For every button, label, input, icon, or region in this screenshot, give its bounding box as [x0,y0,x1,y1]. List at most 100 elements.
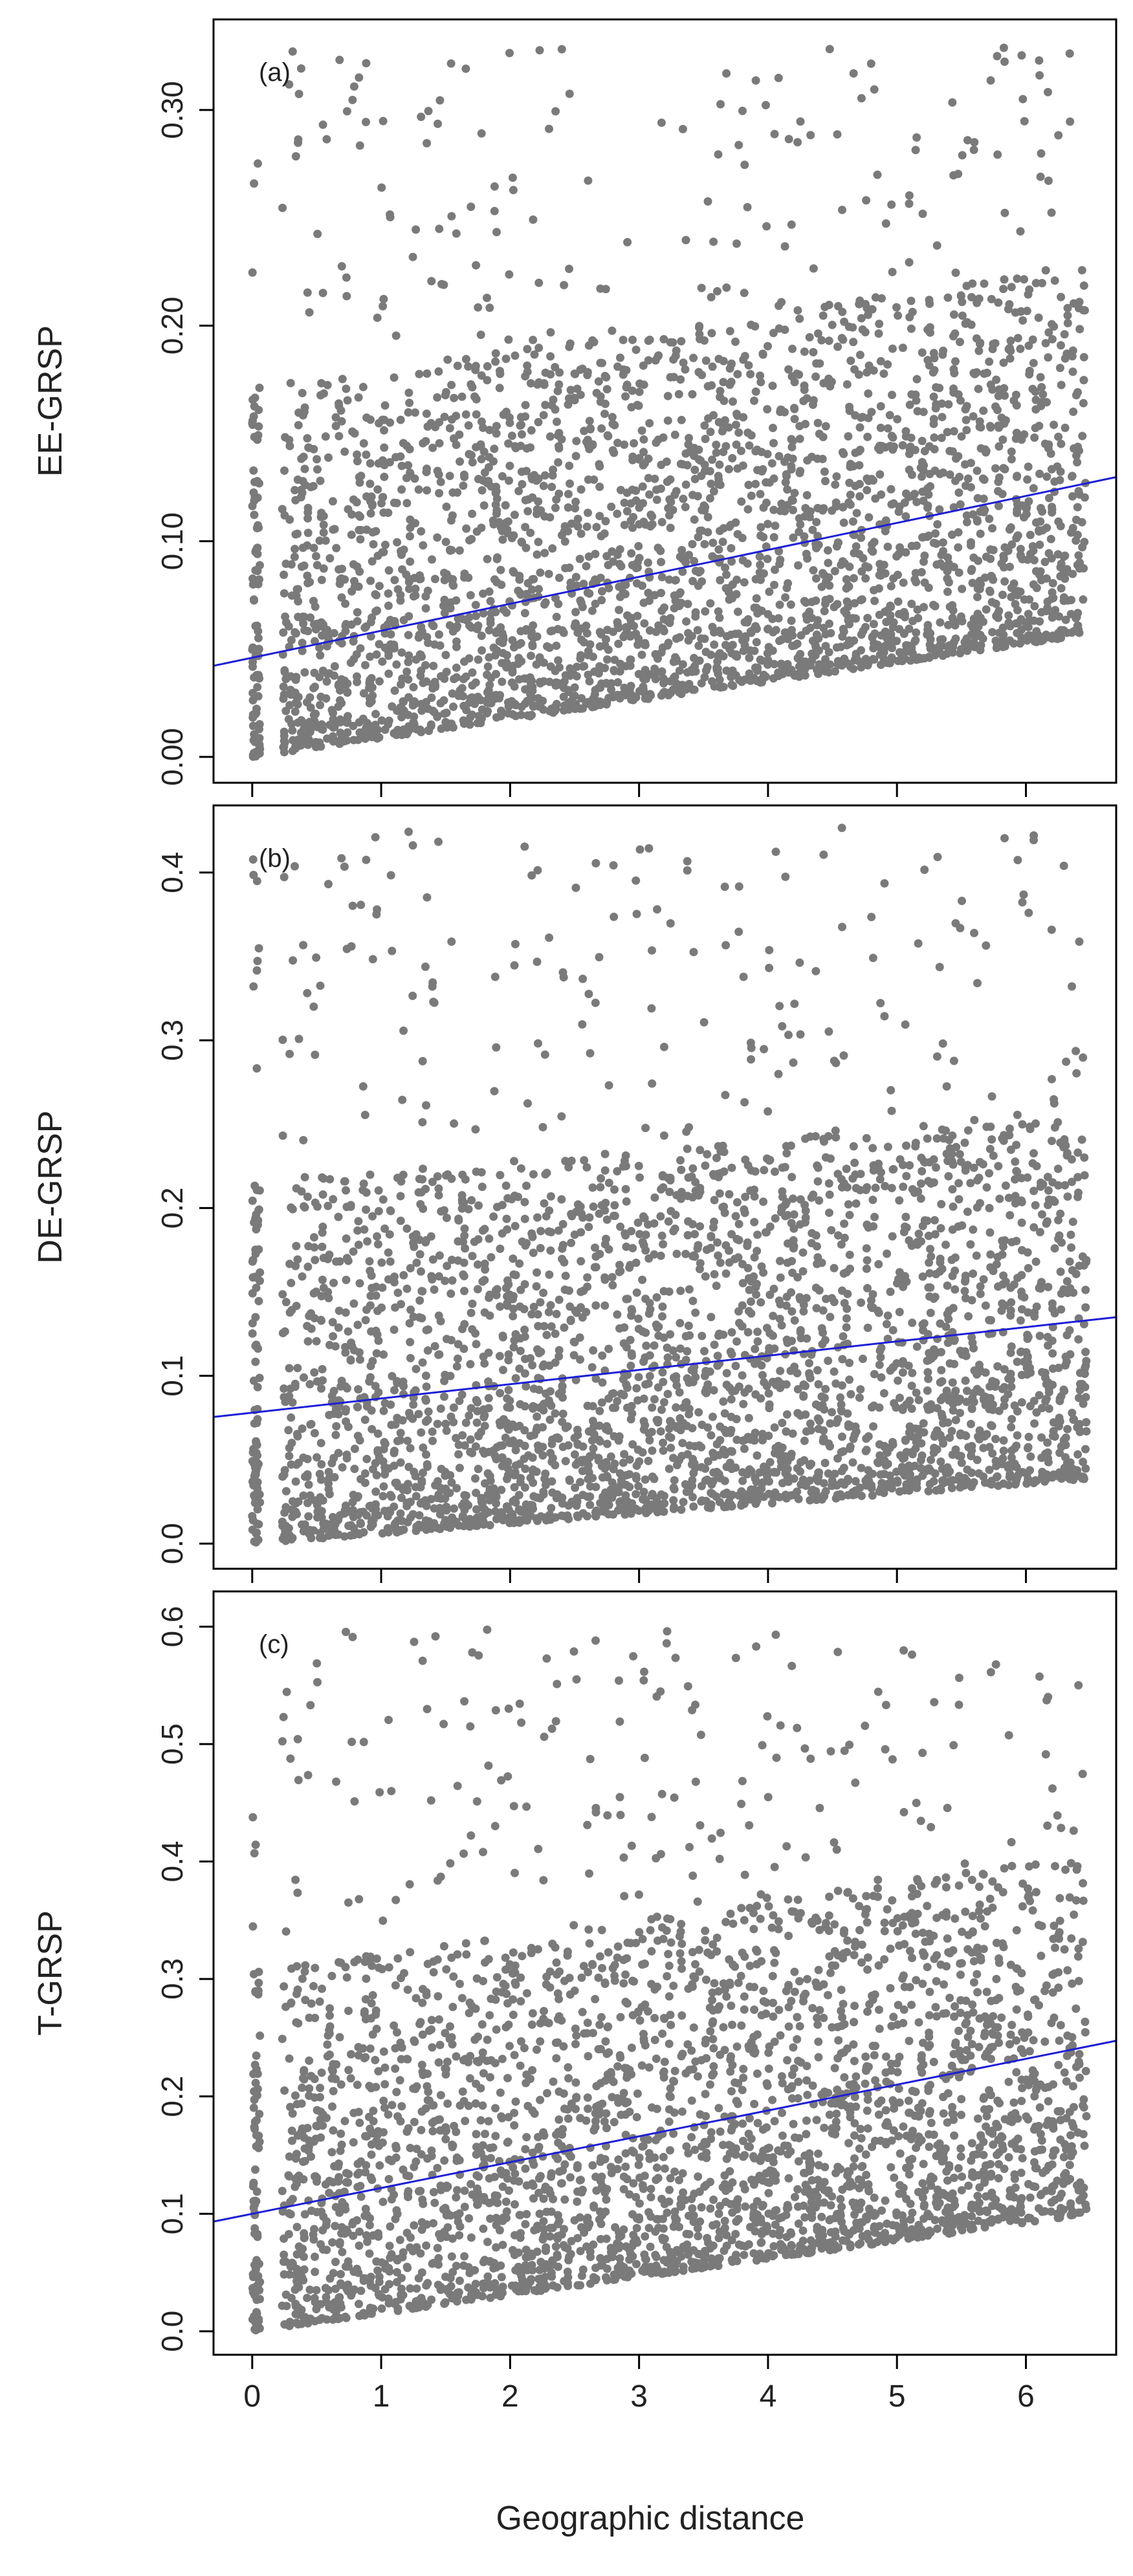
data-point [634,1161,643,1170]
data-point [509,643,518,652]
data-point [668,338,677,347]
data-point [566,386,575,395]
data-point [969,623,978,632]
data-point [597,630,606,639]
data-point [371,1487,380,1496]
data-point [701,666,710,675]
data-point [733,369,742,378]
data-point [985,1316,994,1325]
data-point [776,555,785,564]
data-point [408,841,417,850]
data-point [483,294,491,302]
data-point [801,420,809,428]
data-point [862,1134,871,1142]
data-point [871,1183,880,1192]
data-point [744,481,753,490]
data-point [399,697,408,706]
data-point [477,129,486,138]
data-point [331,422,340,430]
data-point [833,660,842,670]
data-point [812,518,821,527]
data-point [465,1411,474,1420]
data-point [745,669,754,678]
data-point [1007,283,1016,292]
data-point [659,627,668,636]
data-point [713,1238,722,1247]
data-point [986,1263,995,1272]
y-tick-label: 0.20 [155,297,189,355]
data-point [528,475,537,484]
data-point [613,1310,622,1319]
data-point [335,431,344,441]
data-point [255,720,264,728]
data-point [930,1216,939,1225]
data-point [1007,455,1016,464]
data-point [668,685,677,694]
data-point [666,1417,675,1426]
data-point [815,359,824,368]
data-point [516,627,525,636]
data-point [474,655,483,664]
data-point [811,574,820,583]
data-point [657,691,666,700]
data-point [972,334,981,343]
data-point [751,1344,760,1353]
data-point [573,628,582,637]
data-point [608,419,617,428]
data-point [632,563,641,573]
data-point [600,1301,610,1310]
data-point [855,300,864,309]
data-point [610,666,619,675]
data-point [1043,604,1052,613]
data-point [852,508,861,518]
data-point [855,423,864,432]
data-point [406,468,415,477]
data-point [354,1240,363,1249]
data-point [657,573,666,582]
data-point [318,1275,327,1284]
data-point [600,409,609,419]
data-point [963,136,972,145]
data-point [650,1193,659,1202]
data-point [439,696,448,705]
data-point [430,1285,439,1294]
data-point [1050,420,1059,430]
data-point [440,709,449,718]
data-point [813,454,822,463]
data-point [627,695,636,704]
data-point [421,604,430,613]
data-point [396,1435,405,1445]
data-point [633,400,642,409]
data-point [1006,344,1014,353]
data-point [1018,501,1027,510]
data-point [962,415,971,424]
data-point [895,1307,904,1316]
data-point [790,1316,799,1325]
data-point [608,413,617,422]
data-point [254,692,263,701]
data-point [446,546,455,555]
data-point [402,1284,412,1293]
data-point [1031,387,1040,396]
data-point [967,1446,976,1455]
data-point [510,961,519,970]
data-point [319,520,328,529]
data-point [472,1340,481,1349]
data-point [476,440,485,449]
data-point [708,455,717,464]
data-point [305,1491,314,1500]
data-point [359,689,368,698]
data-point [380,725,390,734]
data-point [824,1131,833,1141]
data-point [533,380,542,389]
data-point [1065,49,1074,58]
data-point [1013,1431,1022,1440]
data-point [817,336,826,345]
data-point [374,1186,383,1195]
data-point [601,517,610,526]
data-point [540,600,549,609]
data-point [962,511,971,520]
data-point [367,1271,376,1280]
data-point [415,573,424,582]
data-point [925,296,934,305]
